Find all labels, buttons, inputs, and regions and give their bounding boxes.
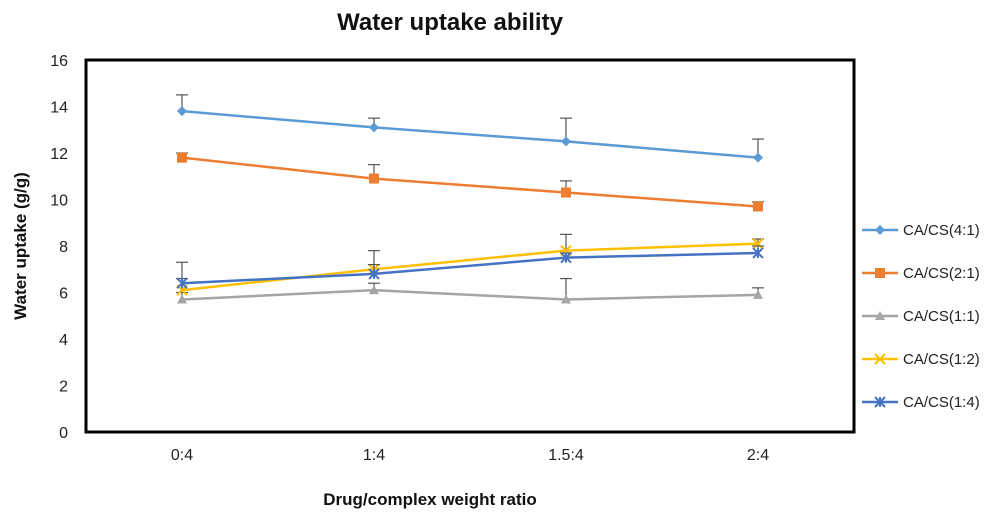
series-line <box>181 288 759 301</box>
legend-label: CA/CS(1:4) <box>903 394 980 411</box>
series-line <box>181 109 759 159</box>
data-point <box>177 152 187 163</box>
legend-item: CA/CS(2:1) <box>862 265 980 282</box>
legend-item: CA/CS(4:1) <box>862 222 980 239</box>
legend-item: CA/CS(1:4) <box>862 394 980 411</box>
series-line <box>181 251 759 285</box>
legend-marker <box>875 268 885 278</box>
legend: CA/CS(4:1) CA/CS(2:1) CA/CS(1:1) CA/CS(1:2)… <box>862 222 980 411</box>
data-point <box>560 251 572 264</box>
series-2 <box>176 152 764 212</box>
y-tick-label: 2 <box>59 379 68 396</box>
y-axis-label: Water uptake (g/g) <box>11 172 30 320</box>
data-point <box>561 294 571 304</box>
data-point <box>369 173 379 184</box>
legend-label: CA/CS(1:1) <box>903 308 980 325</box>
y-tick-label: 4 <box>59 332 68 349</box>
legend-marker <box>874 396 886 408</box>
y-tick-label: 0 <box>59 425 68 442</box>
legend-item: CA/CS(1:2) <box>862 351 980 368</box>
data-point <box>752 237 764 250</box>
legend-marker <box>875 225 885 235</box>
data-point <box>561 136 571 147</box>
series-5 <box>176 245 764 289</box>
y-tick-label: 12 <box>50 146 68 163</box>
data-point <box>753 201 763 212</box>
data-point <box>753 289 763 299</box>
legend-item: CA/CS(1:1) <box>862 308 980 325</box>
x-tick-label: 0:4 <box>171 447 193 464</box>
data-point <box>177 106 187 117</box>
y-axis-ticks: 0 2 4 6 8 10 12 14 16 <box>50 53 68 442</box>
plot-area <box>84 58 856 434</box>
error-bar <box>560 233 572 251</box>
x-axis-ticks: 0:4 1:4 1.5:4 2:4 <box>171 447 769 464</box>
x-tick-label: 2:4 <box>747 447 769 464</box>
y-tick-label: 10 <box>50 193 68 210</box>
legend-label: CA/CS(4:1) <box>903 222 980 239</box>
data-point <box>561 187 571 198</box>
y-tick-label: 14 <box>50 100 68 117</box>
legend-label: CA/CS(1:2) <box>903 351 980 368</box>
data-point <box>369 122 379 133</box>
y-tick-label: 6 <box>59 286 68 303</box>
data-point <box>176 277 188 289</box>
data-point <box>752 247 764 259</box>
legend-marker <box>874 353 886 365</box>
x-tick-label: 1:4 <box>363 447 385 464</box>
x-axis-label: Drug/complex weight ratio <box>323 490 536 509</box>
legend-marker <box>875 311 885 320</box>
series-line <box>181 156 759 208</box>
y-tick-label: 16 <box>50 53 68 70</box>
data-point <box>368 268 380 280</box>
series-1 <box>176 94 764 163</box>
data-point <box>177 294 187 304</box>
y-tick-label: 8 <box>59 239 68 256</box>
x-tick-label: 1.5:4 <box>548 447 584 464</box>
data-point <box>369 285 379 295</box>
legend-label: CA/CS(2:1) <box>903 265 980 282</box>
series-3 <box>176 277 764 304</box>
series-layer <box>176 94 764 304</box>
data-point <box>753 152 763 163</box>
chart-title: Water uptake ability <box>337 9 563 36</box>
